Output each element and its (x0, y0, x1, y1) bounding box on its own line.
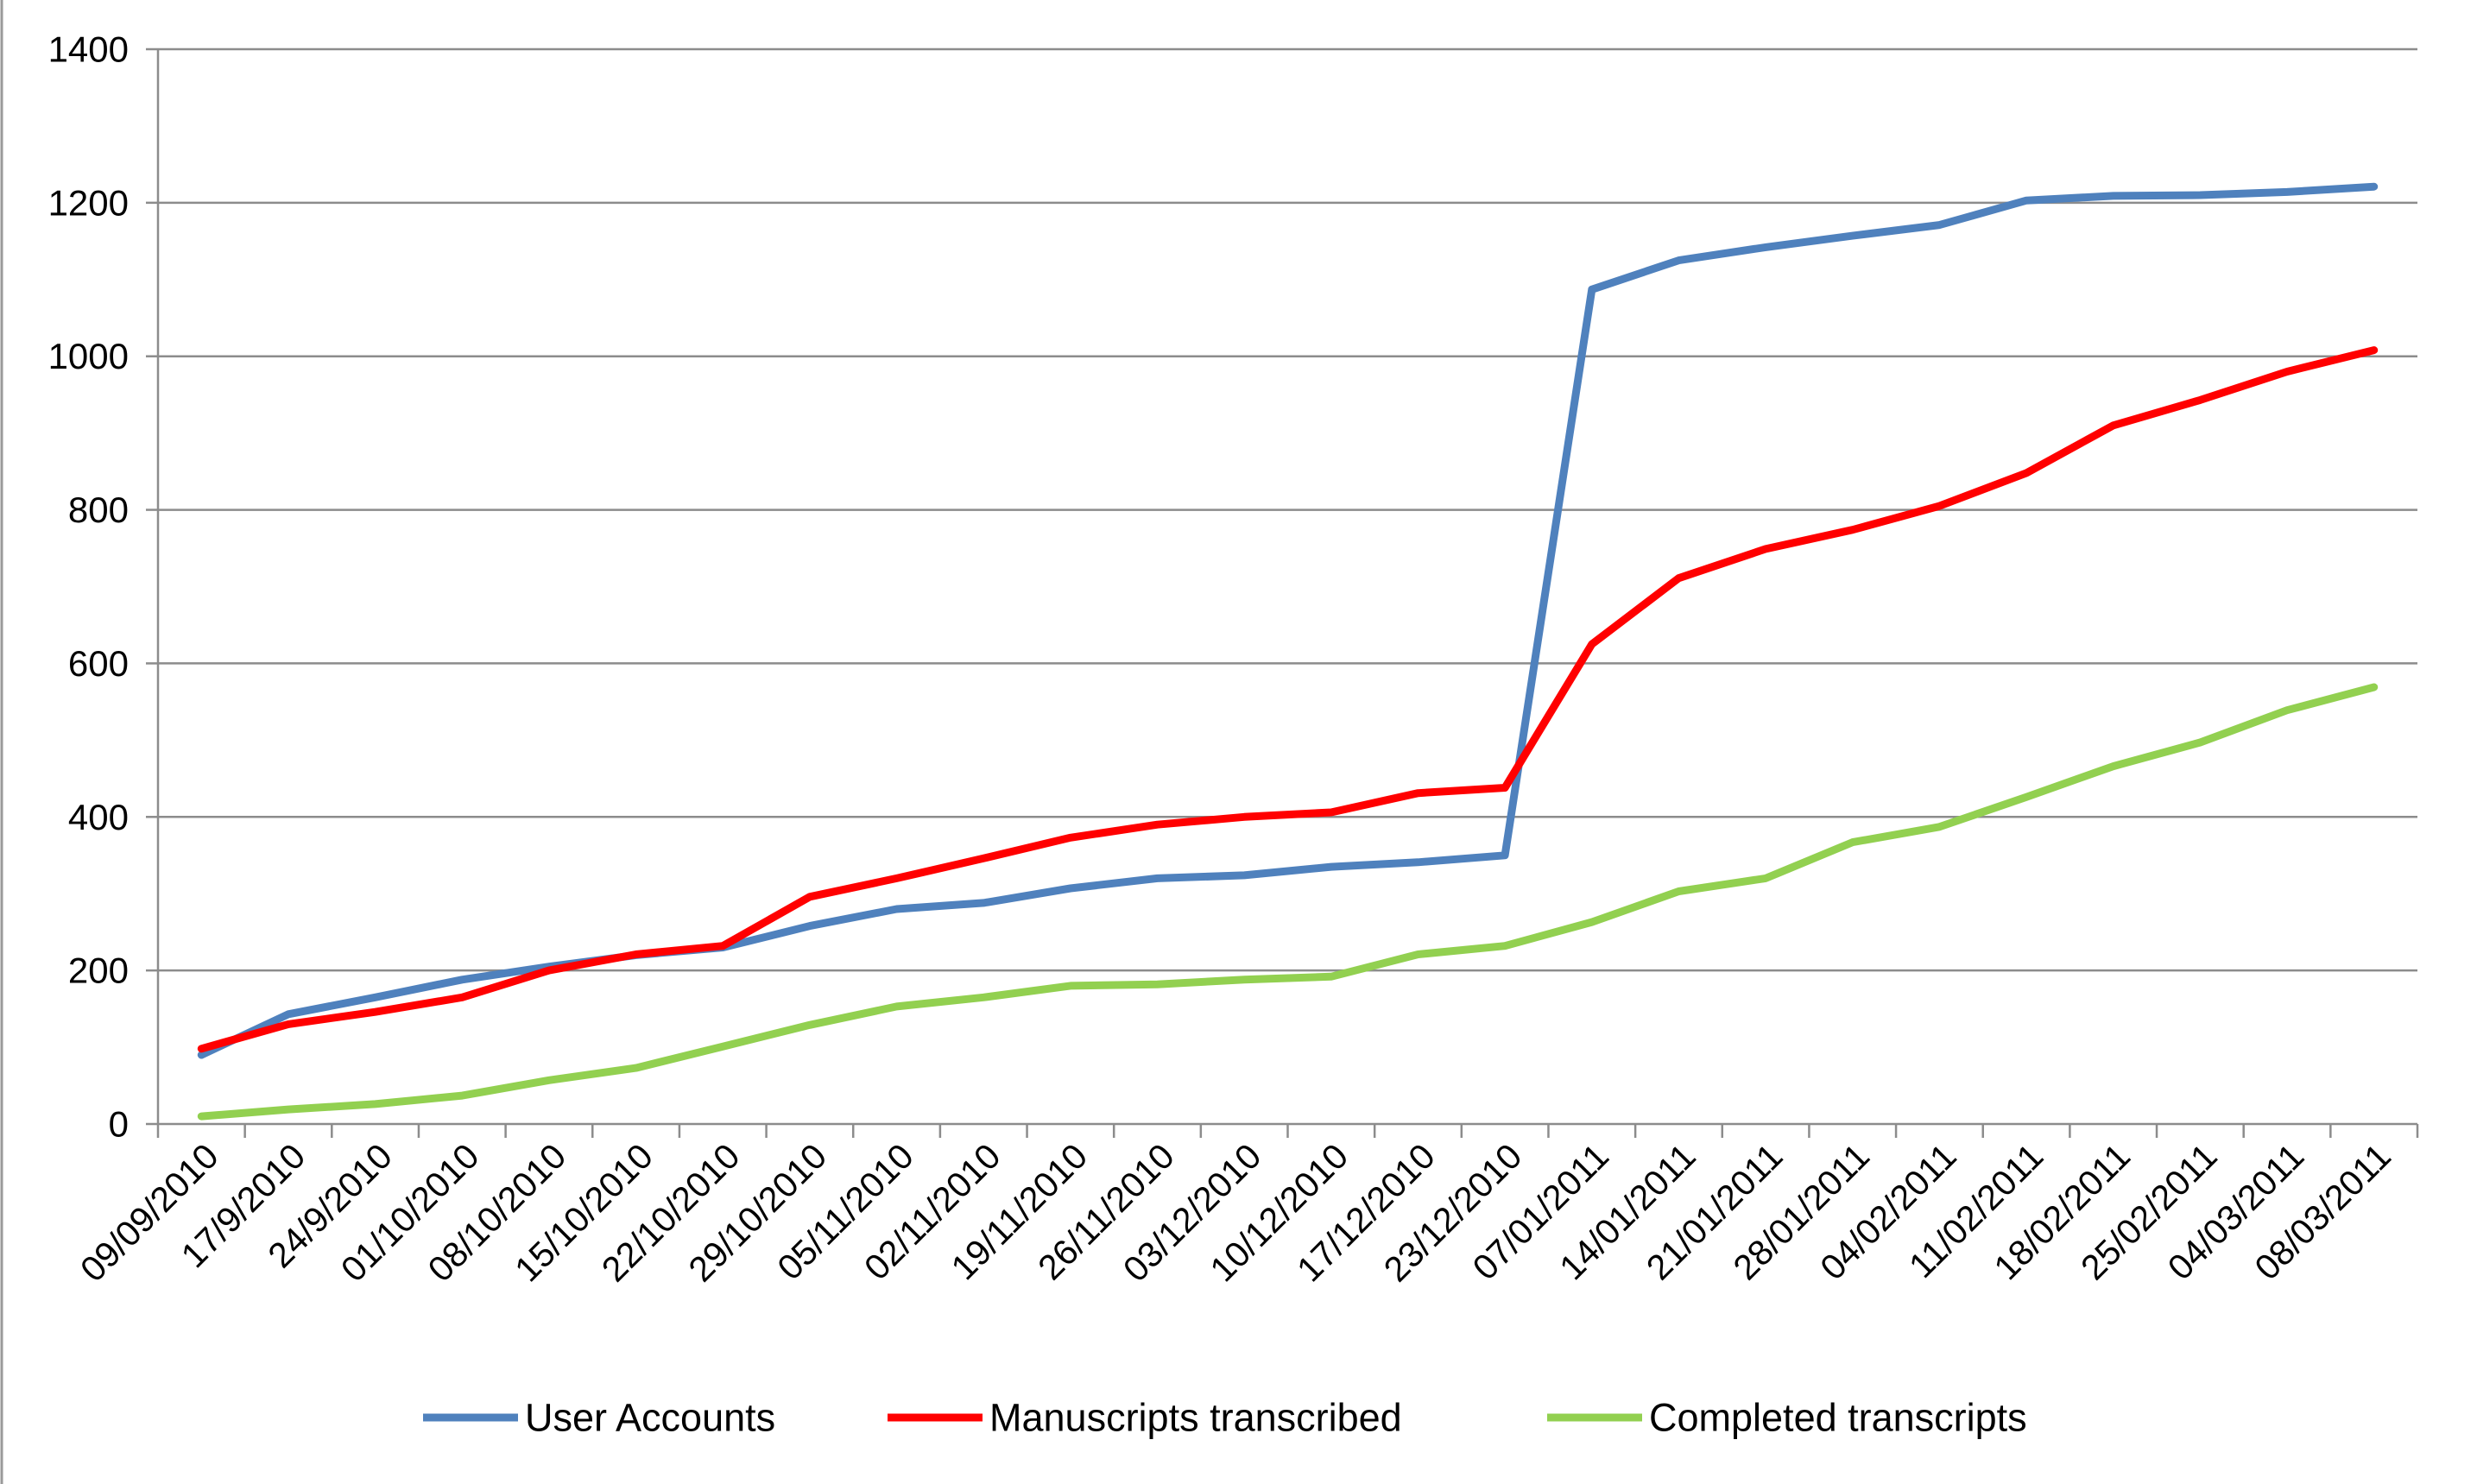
y-tick-label: 0 (109, 1104, 129, 1145)
legend-label: User Accounts (525, 1396, 775, 1440)
gridlines (158, 47, 2417, 972)
series-lines (197, 182, 2379, 1121)
y-tick-label: 1200 (48, 182, 129, 223)
legend: User Accounts Manuscripts transcribed Comp… (423, 1396, 2027, 1440)
x-axis: 09/09/201017/9/201024/9/201001/10/201008… (73, 1122, 2419, 1289)
legend-label: Completed transcripts (1649, 1396, 2027, 1440)
legend-item-completed-transcripts: Completed transcripts (1547, 1396, 2027, 1440)
y-tick-label: 200 (68, 950, 129, 991)
y-tick-label: 1400 (48, 29, 129, 70)
y-tick-label: 800 (68, 489, 129, 530)
y-tick-label: 600 (68, 643, 129, 684)
series-line-completed-transcripts (197, 683, 2379, 1121)
y-tick-label: 400 (68, 797, 129, 837)
y-axis: 0 200 400 600 800 1000 1200 1400 (48, 29, 160, 1145)
legend-item-manuscripts-transcribed: Manuscripts transcribed (888, 1396, 1402, 1440)
legend-item-user-accounts: User Accounts (423, 1396, 775, 1440)
y-tick-label: 1000 (48, 336, 129, 376)
legend-label: Manuscripts transcribed (989, 1396, 1402, 1440)
series-line-user-accounts (197, 182, 2379, 1059)
series-line-manuscripts-transcribed (197, 346, 2379, 1053)
